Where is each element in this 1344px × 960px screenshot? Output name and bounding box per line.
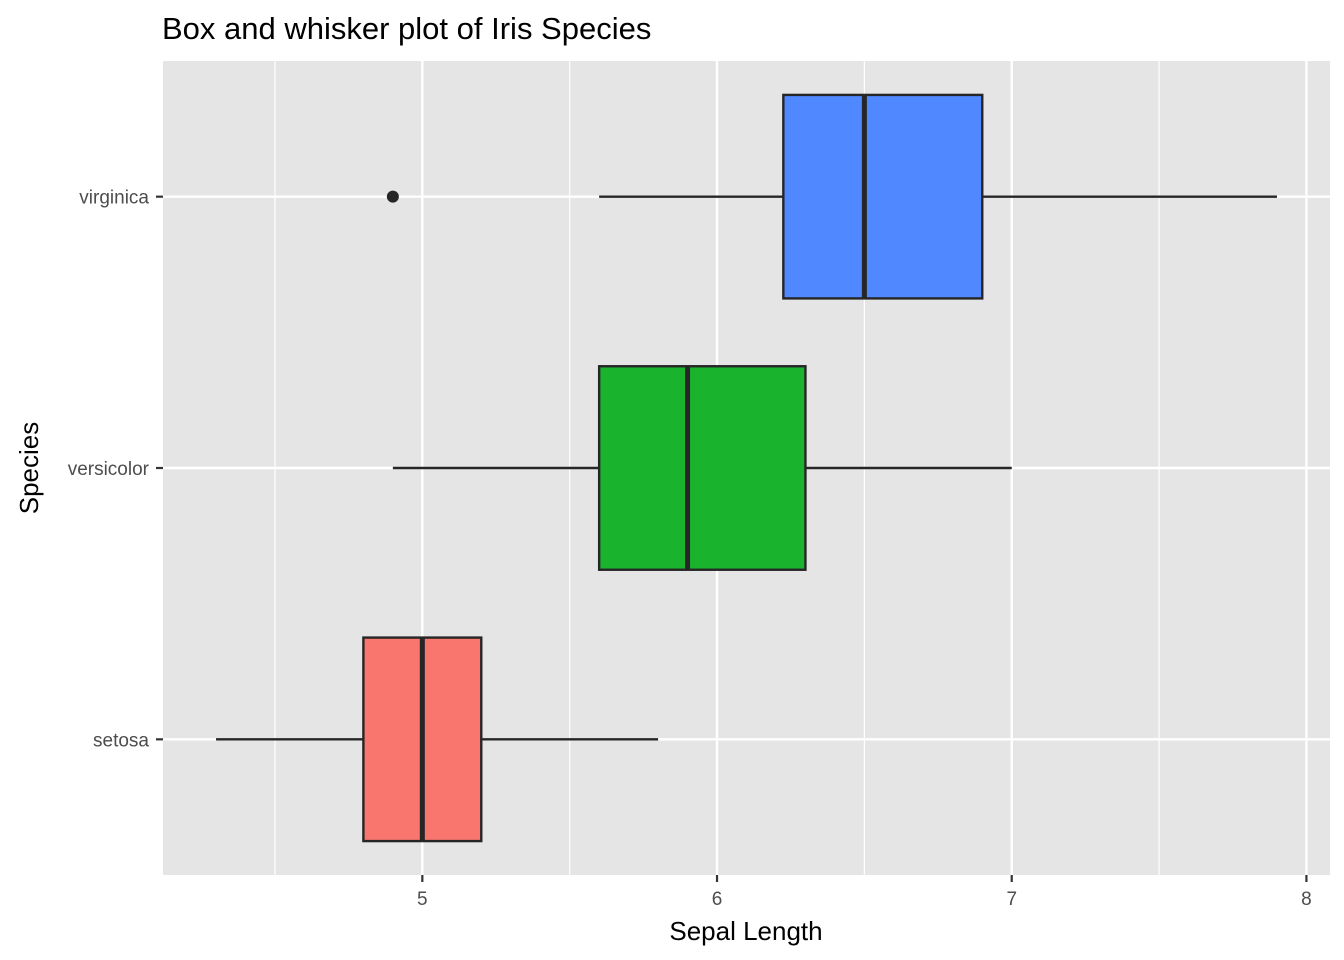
y-tick-label: virginica	[79, 188, 149, 209]
chart-title: Box and whisker plot of Iris Species	[162, 11, 651, 46]
x-tick-label: 8	[1301, 889, 1312, 910]
y-tick-label: versicolor	[68, 459, 150, 480]
x-axis-title: Sepal Length	[669, 916, 822, 946]
box-setosa	[216, 636, 659, 843]
box-virginica	[386, 93, 1277, 300]
axes: 5 6 7 8 setosa versicolor virginica	[68, 188, 1312, 910]
outlier-point	[386, 190, 399, 203]
box-marks	[216, 93, 1277, 843]
iqr-box	[597, 365, 807, 571]
y-axis-title: Species	[14, 422, 44, 515]
x-tick-label: 5	[417, 889, 428, 910]
x-tick-label: 7	[1006, 889, 1017, 910]
iqr-box	[782, 93, 984, 300]
y-tick-label: setosa	[93, 730, 149, 751]
x-tick-label: 6	[712, 889, 723, 910]
box-versicolor	[392, 365, 1012, 571]
